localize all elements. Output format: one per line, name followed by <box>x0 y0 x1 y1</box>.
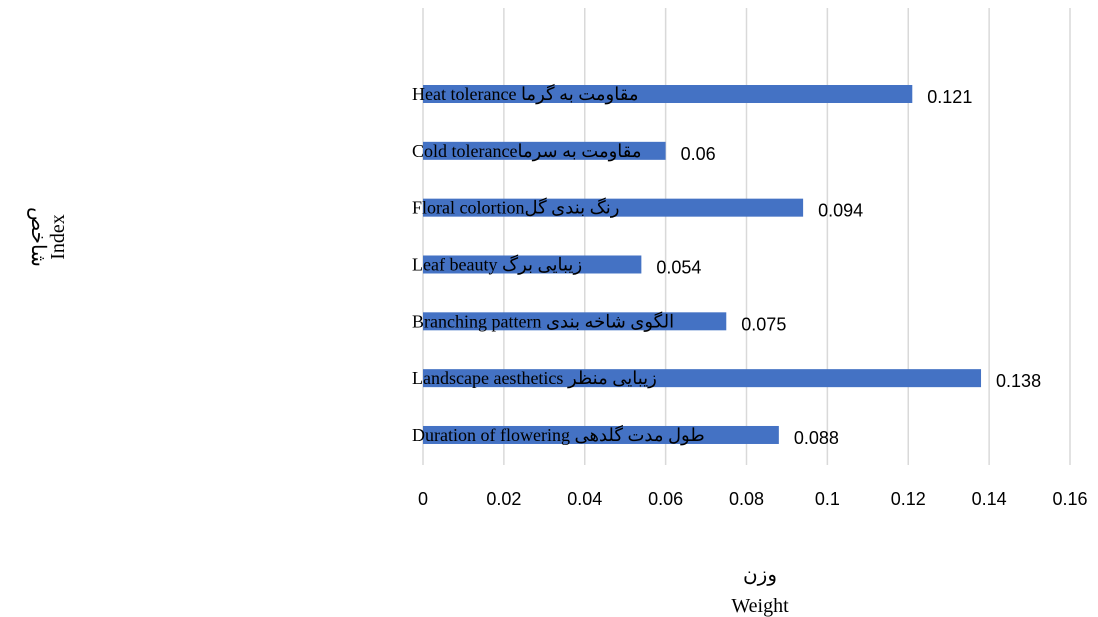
category-label: مقاومت به گرما Heat tolerance <box>412 83 638 105</box>
grid-lines <box>422 8 1071 465</box>
x-axis-label-fa: وزن <box>743 564 777 586</box>
bar <box>423 312 727 331</box>
category-label: زیبایی منظر Landscape aesthetics <box>412 368 657 389</box>
data-label: 0.06 <box>681 144 716 164</box>
x-tick-label: 0.12 <box>891 489 926 509</box>
bar <box>423 425 779 444</box>
bar <box>423 141 666 160</box>
bar <box>423 255 642 274</box>
data-label: 0.138 <box>996 371 1041 391</box>
x-tick-label: 0 <box>418 489 428 509</box>
bars <box>423 85 982 444</box>
category-label: زیبایی برگ Leaf beauty <box>412 253 582 275</box>
data-label: 0.121 <box>927 87 972 107</box>
x-tick-label: 0.06 <box>648 489 683 509</box>
category-label: طول مدت گلدهی Duration of flowering <box>412 424 705 446</box>
data-label: 0.075 <box>741 314 786 334</box>
data-label: 0.054 <box>656 257 701 277</box>
x-tick-label: 0.04 <box>567 489 602 509</box>
bar <box>423 198 804 217</box>
y-axis-label-fa: شاخص <box>27 207 49 267</box>
x-tick-label: 0.14 <box>972 489 1007 509</box>
category-label: الگوی شاخه بندی Branching pattern <box>412 310 674 332</box>
x-tick-label: 0.02 <box>486 489 521 509</box>
category-labels: مقاومت به گرما Heat tolerance مقاومت به س… <box>412 83 705 446</box>
data-label: 0.094 <box>818 201 863 221</box>
x-tick-label: 0.08 <box>729 489 764 509</box>
category-label: رنگ بندی گلFloral colortion <box>412 197 619 219</box>
data-labels: 0.121 0.06 0.094 0.054 0.075 0.138 0.088 <box>656 87 1041 448</box>
x-tick-label: 0.1 <box>815 489 840 509</box>
data-label: 0.088 <box>794 428 839 448</box>
x-axis-label: Weight <box>731 595 789 617</box>
x-tick-label: 0.16 <box>1052 489 1087 509</box>
bar <box>423 369 982 388</box>
x-tick-labels: 0 0.02 0.04 0.06 0.08 0.1 0.12 0.14 0.16 <box>418 489 1088 509</box>
bar <box>423 85 913 103</box>
y-axis-label: Index <box>47 214 69 260</box>
category-label: مقاومت به سرماCold tolerance <box>412 141 642 162</box>
